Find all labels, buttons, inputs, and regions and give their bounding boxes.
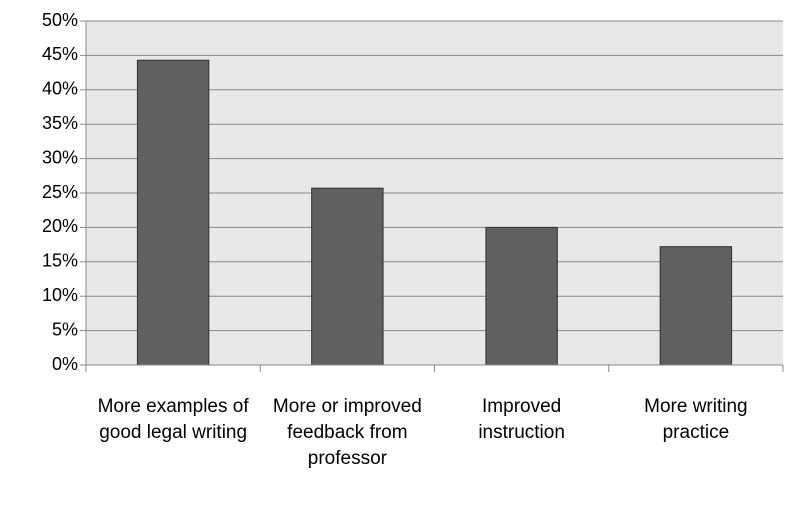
y-tick-label: 45% [42, 44, 78, 64]
y-tick-label: 20% [42, 216, 78, 236]
y-tick-label: 30% [42, 147, 78, 167]
y-tick-label: 40% [42, 79, 78, 99]
y-tick-label: 0% [52, 354, 78, 374]
bar [136, 59, 210, 366]
x-tick-label: More writing practice [644, 396, 748, 443]
bar [659, 246, 733, 366]
y-tick-label: 25% [42, 182, 78, 202]
bar [485, 226, 558, 366]
bar [311, 187, 384, 366]
x-tick-label: Improved instruction [478, 396, 565, 443]
y-tick-label: 50% [42, 10, 78, 30]
x-tick-label: More examples of good legal writing [97, 396, 249, 443]
y-tick-label: 15% [42, 251, 78, 271]
x-tick-label: More or improved feedback from professor [272, 396, 422, 469]
y-tick-label: 10% [42, 285, 78, 305]
y-tick-label: 5% [52, 319, 78, 339]
y-tick-label: 35% [42, 113, 78, 133]
